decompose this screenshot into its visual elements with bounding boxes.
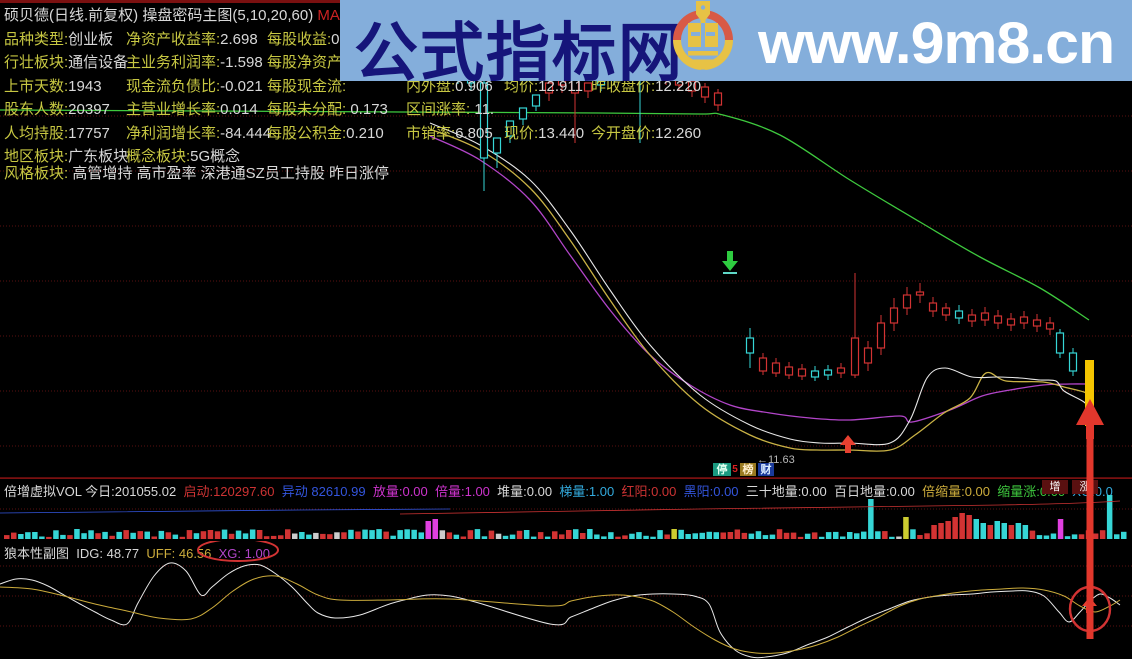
svg-text:停: 停 bbox=[717, 462, 728, 476]
svg-text:榜: 榜 bbox=[743, 462, 754, 476]
svg-text:财: 财 bbox=[760, 462, 772, 476]
svg-text:5: 5 bbox=[732, 464, 738, 475]
